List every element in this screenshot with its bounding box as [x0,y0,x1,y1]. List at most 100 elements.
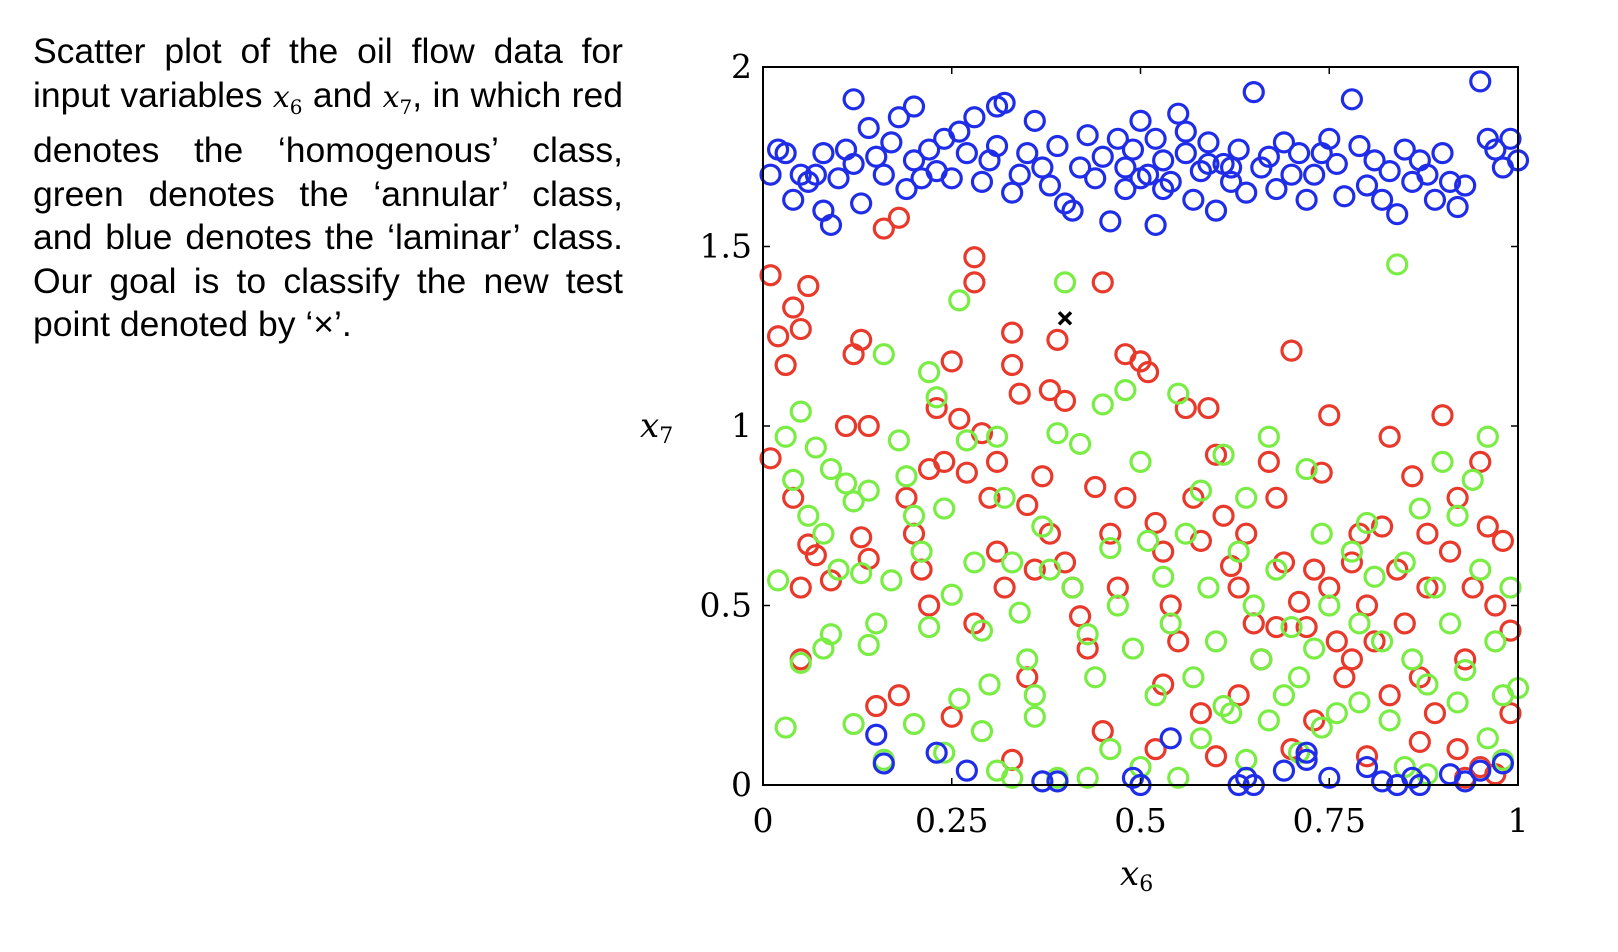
point-s0-20 [887,206,911,229]
point-s2-43 [1053,192,1077,215]
point-s2-0 [759,163,782,186]
point-s1-64 [1257,425,1280,448]
point-s0-75 [1280,339,1303,362]
point-s0-107 [1446,737,1469,761]
point-s1-76 [1355,511,1379,535]
point-s0-59 [1159,594,1182,617]
point-s1-118 [1189,727,1213,750]
point-s0-0 [759,264,782,287]
point-s1-84 [1416,673,1439,696]
point-s1-1 [782,468,805,491]
point-s2-111 [872,752,895,775]
point-s0-105 [1499,619,1522,642]
point-s2-64 [1204,199,1228,222]
point-s2-114 [1031,770,1054,793]
point-s2-50 [1106,127,1129,150]
point-s2-112 [925,741,948,764]
point-s2-39 [1023,109,1046,132]
point-s1-51 [1159,612,1182,635]
point-s2-21 [902,149,926,172]
point-s0-100 [1461,576,1484,599]
point-s0-33 [978,486,1001,509]
point-s0-45 [1046,328,1069,351]
point-s0-41 [1023,558,1046,581]
point-s1-28 [985,425,1009,448]
point-s0-114 [1091,720,1114,743]
point-s1-115 [1099,737,1122,761]
point-s2-86 [1370,188,1394,211]
point-s1-91 [1469,558,1492,581]
point-s2-99 [1484,138,1507,161]
point-s2-83 [1348,134,1371,158]
point-s0-39 [1008,382,1031,405]
point-s2-113 [955,759,978,782]
point-s0-73 [1265,486,1288,509]
point-s1-4 [804,436,827,459]
point-s0-112 [1204,745,1228,768]
point-s1-108 [948,687,971,710]
point-s2-55 [1144,213,1167,237]
y-tick-label: 1.5 [700,227,752,266]
data-points [759,70,1530,797]
point-s0-5 [797,274,820,298]
point-s2-96 [1446,195,1469,219]
point-s2-22 [902,95,926,118]
point-s1-86 [1431,450,1454,473]
point-s1-79 [1378,709,1401,732]
point-s1-0 [774,425,797,448]
point-s1-103 [857,633,880,657]
point-s1-98 [789,651,812,675]
point-s0-117 [887,684,911,707]
point-s2-13 [842,152,865,176]
point-s1-17 [902,504,926,527]
point-s2-61 [1182,188,1205,211]
point-s1-41 [1084,666,1107,689]
point-s0-25 [925,396,948,420]
point-s0-62 [1182,486,1205,509]
point-s1-20 [925,386,948,409]
point-s1-106 [917,615,941,639]
point-s2-3 [782,188,805,211]
point-s1-59 [1219,702,1243,725]
point-s0-37 [1001,321,1024,344]
point-s2-74 [1280,163,1303,186]
point-s0-125 [1189,702,1213,725]
point-s2-133 [1295,741,1318,764]
caption-var-x6: x6 [272,79,303,119]
caption-text-3: , in which red denotes the ‘homogenous’ … [33,74,623,345]
point-s1-36 [1046,422,1069,445]
point-s1-97 [766,569,790,592]
point-s2-14 [850,192,873,215]
point-s0-51 [1091,271,1114,294]
point-s1-43 [1099,536,1122,560]
point-s2-48 [1091,145,1114,168]
point-s2-118 [1159,727,1182,750]
point-s0-70 [1242,612,1265,635]
point-s1-90 [1461,468,1484,491]
y-tick-label: 0 [731,765,752,804]
point-s1-72 [1318,594,1341,617]
point-s0-130 [1378,684,1401,707]
point-s1-34 [1031,515,1054,538]
point-s1-92 [1476,425,1499,448]
point-s1-62 [1242,594,1265,617]
point-s0-57 [1144,511,1167,535]
point-s2-123 [1318,766,1341,789]
point-s0-68 [1227,576,1250,599]
point-s0-46 [1053,389,1077,412]
point-s2-45 [1068,156,1092,179]
point-s1-35 [1038,558,1062,581]
point-s2-71 [1257,145,1280,168]
point-s1-120 [1235,748,1258,771]
point-s0-129 [1340,648,1364,671]
point-s1-85 [1423,576,1447,599]
y-tick-label: 2 [731,47,752,86]
point-s1-33 [1023,684,1046,707]
point-s2-72 [1265,177,1288,201]
point-s0-87 [1363,630,1386,653]
caption-var-x7: x7 [382,79,413,119]
point-s0-8 [789,576,812,599]
point-s2-116 [1121,766,1145,789]
point-s0-104 [1491,529,1515,552]
point-s2-103 [1454,174,1477,197]
